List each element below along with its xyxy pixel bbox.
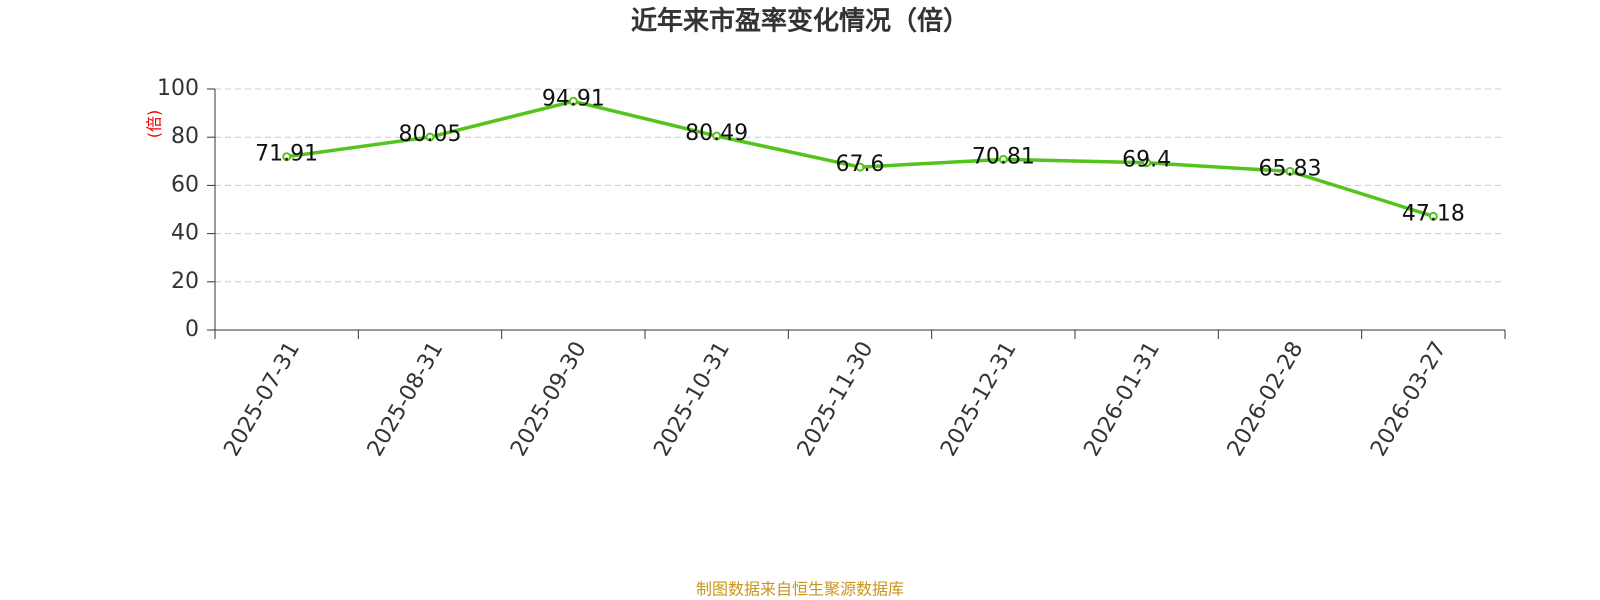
x-tick-label: 2025-11-30 xyxy=(793,338,879,461)
point xyxy=(568,96,578,106)
point xyxy=(712,131,722,141)
x-tick-label: 2025-12-31 xyxy=(936,338,1022,461)
y-tick-label: 60 xyxy=(171,172,199,197)
data-label: 71.91 xyxy=(255,142,318,167)
point xyxy=(1428,211,1438,221)
point xyxy=(282,152,292,162)
data-label: 80.05 xyxy=(399,122,462,147)
point xyxy=(855,162,865,172)
y-tick-label: 80 xyxy=(171,124,199,149)
x-tick-label: 2025-08-31 xyxy=(363,338,449,461)
data-label: 47.18 xyxy=(1402,201,1465,226)
data-label: 65.83 xyxy=(1259,156,1322,181)
y-axis-label: (倍) xyxy=(145,110,164,139)
x-tick-label: 2025-10-31 xyxy=(649,338,735,461)
x-tick-label: 2026-01-31 xyxy=(1079,338,1165,461)
y-tick-label: 0 xyxy=(185,317,199,342)
point xyxy=(1285,166,1295,176)
y-tick-label: 20 xyxy=(171,269,199,294)
chart-title: 近年来市盈率变化情况（倍） xyxy=(631,6,969,37)
data-label: 67.6 xyxy=(836,152,885,177)
y-tick-label: 100 xyxy=(157,76,199,101)
y-tick-label: 40 xyxy=(171,221,199,246)
point xyxy=(1142,158,1152,168)
x-tick-label: 2025-09-30 xyxy=(506,338,592,461)
x-tick-label: 2026-03-27 xyxy=(1366,338,1452,461)
x-tick-label: 2026-02-28 xyxy=(1223,338,1309,461)
data-label: 94.91 xyxy=(542,86,605,111)
data-label: 69.4 xyxy=(1122,148,1171,173)
data-label: 80.49 xyxy=(685,121,748,146)
point xyxy=(998,154,1008,164)
x-tick-label: 2025-07-31 xyxy=(219,338,305,461)
source-note: 制图数据来自恒生聚源数据库 xyxy=(696,580,904,599)
point xyxy=(425,132,435,142)
data-label: 70.81 xyxy=(972,144,1035,169)
